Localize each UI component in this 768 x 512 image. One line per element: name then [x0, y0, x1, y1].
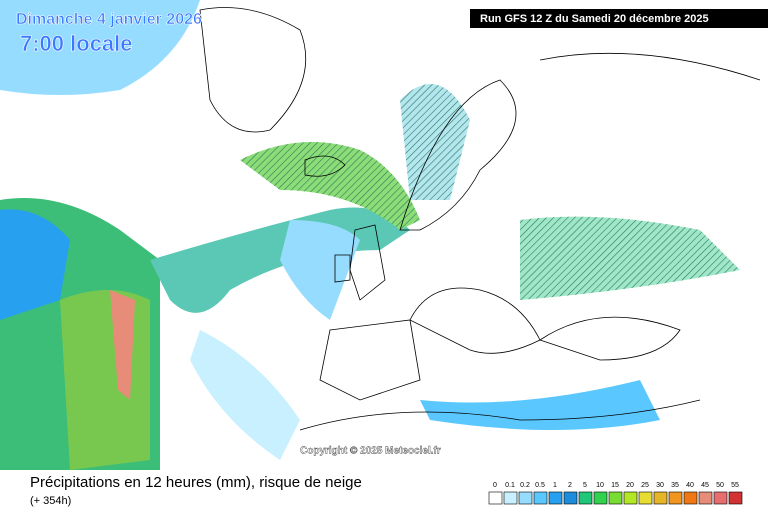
legend-swatch [488, 491, 503, 505]
legend-label: 2 [568, 482, 572, 489]
precip-area [0, 209, 70, 320]
legend-label: 15 [611, 482, 619, 489]
iceland [304, 155, 346, 177]
precip-area [110, 290, 135, 400]
precip-area [420, 380, 660, 430]
legend-label: 0.1 [505, 482, 515, 489]
legend-swatch [713, 491, 728, 505]
legend-swatch [518, 491, 533, 505]
legend-label: 50 [716, 482, 724, 489]
legend-label: 5 [583, 482, 587, 489]
iberia [319, 319, 421, 401]
legend-label: 10 [596, 482, 604, 489]
legend-swatch [593, 491, 608, 505]
legend-label: 25 [641, 482, 649, 489]
legend-swatch [578, 491, 593, 505]
snow-risk [400, 84, 470, 200]
britain [349, 224, 386, 301]
run-box [470, 9, 768, 28]
legend-swatch [548, 491, 563, 505]
precip-area [280, 220, 360, 320]
black-sea [539, 316, 681, 361]
legend-label: 0.5 [535, 482, 545, 489]
arctic-coast [539, 52, 761, 81]
legend-label: 0 [493, 482, 497, 489]
coastlines [199, 7, 761, 431]
run-label: Run GFS 12 Z du Samedi 20 décembre 2025 [480, 13, 709, 25]
legend-label: 40 [686, 482, 694, 489]
legend-swatch [638, 491, 653, 505]
europe [409, 287, 541, 354]
footer-title: Précipitations en 12 heures (mm), risque… [30, 474, 362, 491]
legend-label: 1 [553, 482, 557, 489]
legend-swatch [698, 491, 713, 505]
footer-lead: (+ 354h) [30, 495, 71, 507]
precip-area [190, 330, 300, 460]
north-africa [299, 399, 701, 431]
legend-swatch [683, 491, 698, 505]
legend-swatch [533, 491, 548, 505]
precip-area [60, 290, 150, 470]
legend-label: 30 [656, 482, 664, 489]
legend-swatch [563, 491, 578, 505]
legend-swatch [503, 491, 518, 505]
legend-label: 0.2 [520, 482, 530, 489]
legend-swatch [728, 491, 743, 505]
greenland [199, 7, 307, 133]
footer [0, 470, 768, 512]
ireland [334, 254, 351, 283]
snow-risk [240, 142, 420, 230]
time-label: 7:00 locale [20, 31, 133, 56]
legend-label: 20 [626, 482, 634, 489]
legend-swatch [623, 491, 638, 505]
legend: 0 0.1 0.2 0.5 1 2 5 10 15 20 25 30 35 40 45 50 55 [488, 482, 743, 505]
scandinavia [399, 79, 517, 231]
copyright: Copyright © 2025 Meteociel.fr [300, 446, 441, 457]
legend-label: 35 [671, 482, 679, 489]
legend-label: 45 [701, 482, 709, 489]
legend-swatch [608, 491, 623, 505]
precip-area [0, 0, 200, 95]
legend-label: 55 [731, 482, 739, 489]
snow-risk [520, 216, 740, 300]
legend-swatch [653, 491, 668, 505]
legend-swatch [668, 491, 683, 505]
date-label: Dimanche 4 janvier 2026 [16, 11, 202, 28]
